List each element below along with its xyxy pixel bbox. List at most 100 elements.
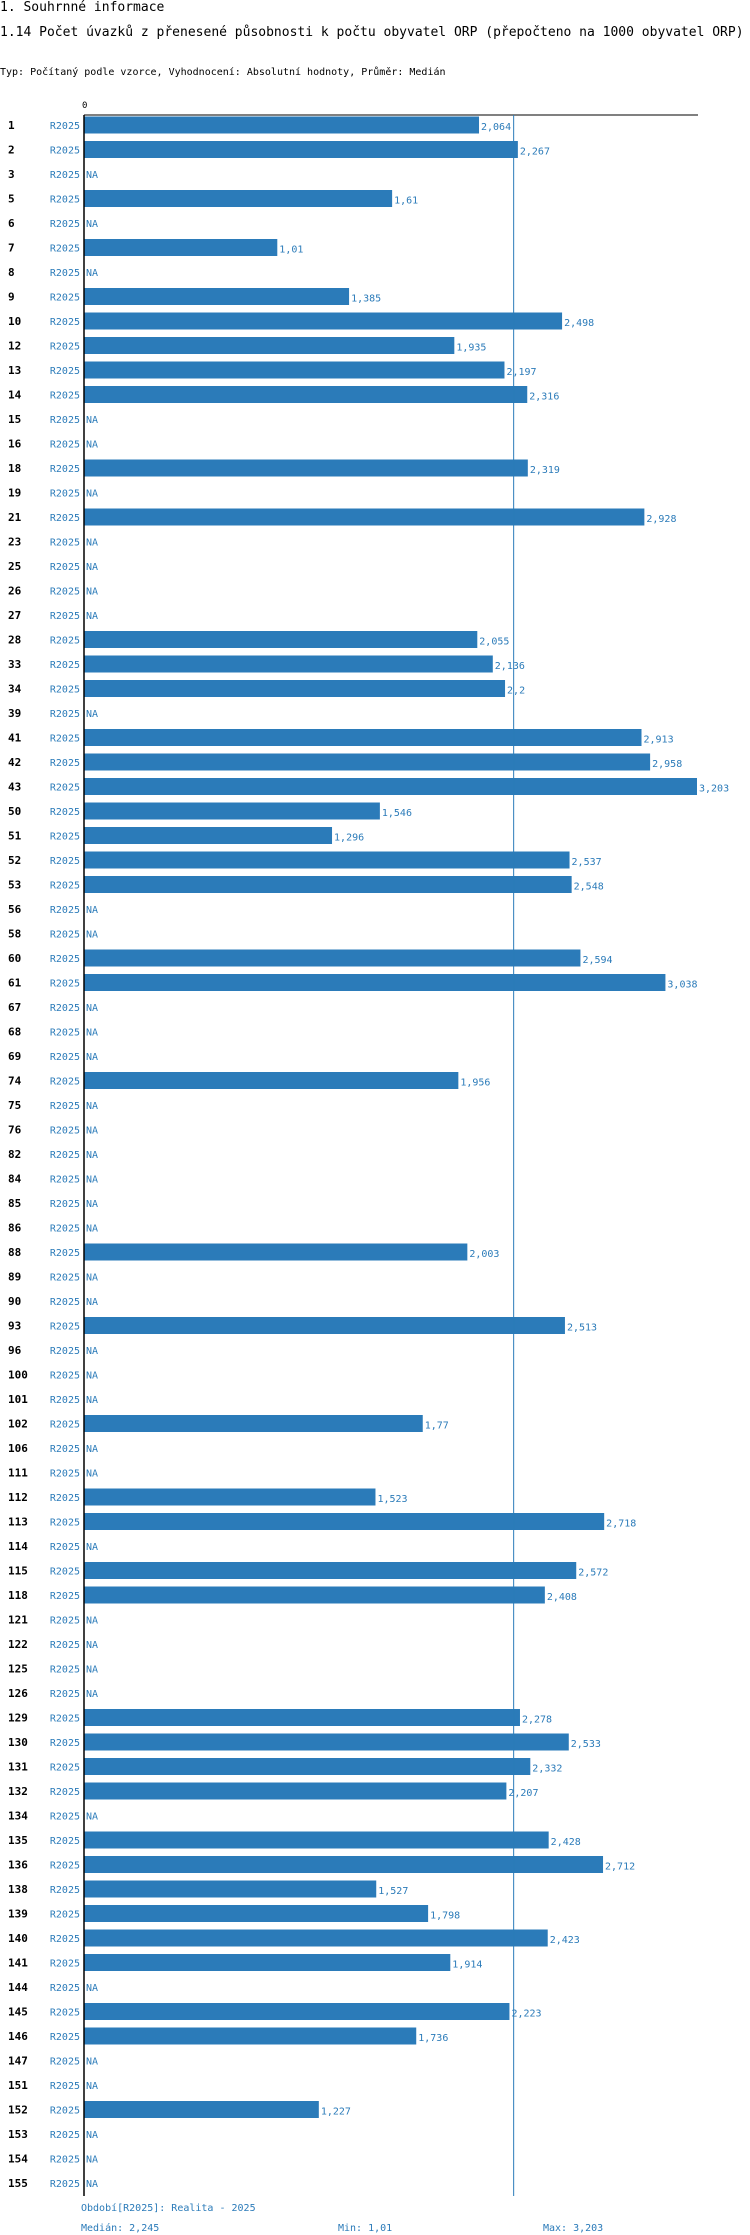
category-label: 18: [8, 462, 21, 475]
series-label: R2025: [50, 1444, 80, 1455]
series-label: R2025: [50, 1493, 80, 1504]
bar: [84, 116, 480, 134]
value-label: 2,136: [495, 661, 525, 672]
value-label: 2,207: [508, 1788, 538, 1799]
value-label: 2,319: [530, 465, 560, 476]
na-label: NA: [86, 611, 98, 622]
category-label: 84: [8, 1173, 22, 1186]
na-label: NA: [86, 538, 98, 549]
section-title: 1. Souhrnné informace: [0, 0, 165, 15]
value-label: 2,332: [532, 1764, 562, 1775]
na-label: NA: [86, 219, 98, 230]
series-label: R2025: [50, 930, 80, 941]
value-label: 2,316: [529, 392, 559, 403]
category-label: 152: [8, 2104, 28, 2117]
value-label: 2,267: [520, 147, 550, 158]
value-label: 1,736: [418, 2033, 448, 2044]
category-label: 86: [8, 1222, 22, 1235]
bar: [84, 1905, 429, 1922]
series-label: R2025: [50, 170, 80, 181]
na-label: NA: [86, 2179, 98, 2190]
category-label: 14: [8, 389, 22, 402]
bar: [84, 851, 570, 869]
category-label: 75: [8, 1099, 21, 1112]
series-label: R2025: [50, 1273, 80, 1284]
bar: [84, 827, 333, 844]
value-label: 1,527: [378, 1886, 408, 1897]
series-label: R2025: [50, 1420, 80, 1431]
series-label: R2025: [50, 2008, 80, 2019]
value-label: 2,928: [646, 514, 676, 525]
series-label: R2025: [50, 1885, 80, 1896]
series-label: R2025: [50, 562, 80, 573]
series-label: R2025: [50, 783, 80, 794]
bar: [84, 2027, 417, 2045]
category-label: 13: [8, 364, 21, 377]
bar: [84, 1856, 604, 1873]
series-label: R2025: [50, 317, 80, 328]
category-label: 42: [8, 756, 21, 769]
bar: [84, 288, 350, 305]
na-label: NA: [86, 1101, 98, 1112]
category-label: 41: [8, 732, 22, 745]
bar: [84, 459, 528, 477]
series-label: R2025: [50, 1028, 80, 1039]
category-label: 132: [8, 1785, 28, 1798]
na-label: NA: [86, 1689, 98, 1700]
bar: [84, 778, 697, 795]
series-label: R2025: [50, 195, 80, 206]
series-label: R2025: [50, 2155, 80, 2166]
value-label: 2,594: [582, 955, 612, 966]
series-label: R2025: [50, 709, 80, 720]
series-label: R2025: [50, 905, 80, 916]
value-label: 2,423: [550, 1935, 580, 1946]
series-label: R2025: [50, 979, 80, 990]
footer-period: Období[R2025]: Realita - 2025: [81, 2203, 256, 2214]
category-label: 154: [8, 2153, 28, 2166]
na-label: NA: [86, 709, 98, 720]
category-label: 60: [8, 952, 21, 965]
value-label: 1,385: [351, 294, 381, 305]
category-label: 50: [8, 805, 21, 818]
category-label: 118: [8, 1589, 28, 1602]
value-label: 1,61: [394, 196, 418, 207]
bar: [84, 386, 528, 403]
series-label: R2025: [50, 1640, 80, 1651]
na-label: NA: [86, 1444, 98, 1455]
category-label: 131: [8, 1761, 28, 1774]
value-label: 1,798: [430, 1911, 460, 1922]
category-label: 101: [8, 1393, 28, 1406]
series-label: R2025: [50, 1003, 80, 1014]
na-label: NA: [86, 1003, 98, 1014]
series-label: R2025: [50, 734, 80, 745]
value-label: 1,546: [382, 808, 412, 819]
bar: [84, 802, 380, 820]
series-label: R2025: [50, 611, 80, 622]
bar: [84, 2101, 319, 2118]
value-label: 2,428: [551, 1837, 581, 1848]
na-label: NA: [86, 587, 98, 598]
bar: [84, 729, 642, 746]
na-label: NA: [86, 1273, 98, 1284]
category-label: 9: [8, 291, 15, 304]
category-label: 112: [8, 1491, 28, 1504]
na-label: NA: [86, 440, 98, 451]
bar: [84, 1782, 507, 1800]
category-label: 140: [8, 1932, 28, 1945]
na-label: NA: [86, 1395, 98, 1406]
na-label: NA: [86, 1542, 98, 1553]
category-label: 151: [8, 2079, 28, 2092]
bar: [84, 1488, 376, 1506]
na-label: NA: [86, 1371, 98, 1382]
value-label: 2,064: [481, 122, 511, 133]
bar: [84, 1072, 459, 1089]
category-label: 85: [8, 1197, 21, 1210]
series-label: R2025: [50, 1052, 80, 1063]
series-label: R2025: [50, 636, 80, 647]
value-label: 2,548: [574, 882, 604, 893]
series-label: R2025: [50, 1983, 80, 1994]
series-label: R2025: [50, 881, 80, 892]
category-label: 53: [8, 879, 21, 892]
value-label: 1,227: [321, 2107, 351, 2118]
category-label: 138: [8, 1883, 28, 1896]
